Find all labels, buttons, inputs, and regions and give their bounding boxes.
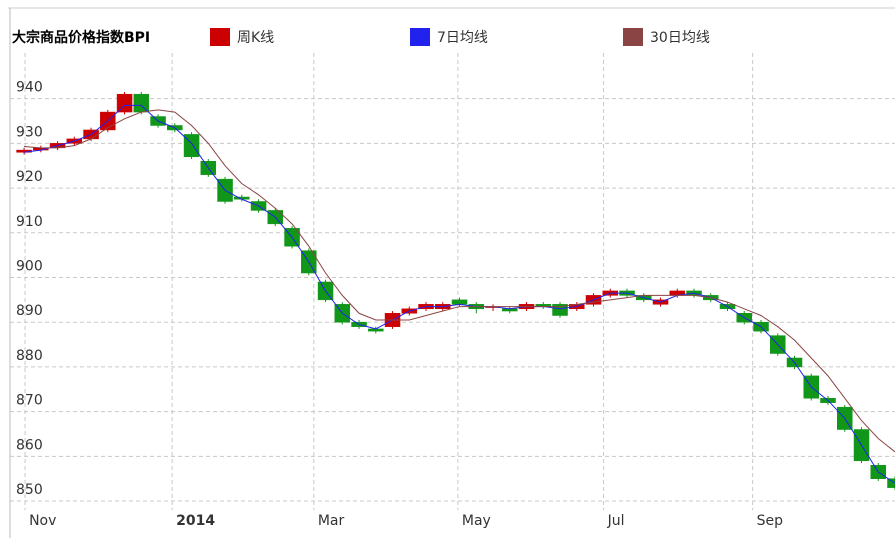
x-tick-label: Jul [607,513,625,529]
x-tick-label: May [462,513,491,529]
legend-label: 30日均线 [650,30,710,46]
x-tick-label: Nov [29,513,56,529]
y-tick-label: 920 [16,169,43,185]
legend-swatch [410,28,430,46]
x-tick-label: Sep [757,513,784,529]
y-tick-label: 880 [16,348,43,364]
candle-body [116,93,133,113]
labels: 850 860 870 880 890 900 910 920 930 940 Nov 2014 Mar… [16,28,783,529]
y-tick-label: 940 [16,80,43,96]
candle-body [552,304,568,316]
grid [10,53,895,510]
candle-body [887,478,895,488]
y-tick-label: 850 [16,482,43,498]
legend-swatch [210,28,230,46]
candle-body [133,93,150,113]
y-tick-label: 900 [16,259,43,275]
candle-body [451,299,468,305]
ma-line [24,109,895,453]
x-tick-label: 2014 [176,513,215,529]
y-tick-label: 890 [16,303,43,319]
chart-title: 大宗商品价格指数BPI [12,29,150,46]
y-tick-label: 930 [16,124,43,140]
legend-swatch [623,28,643,46]
y-tick-label: 910 [16,214,43,230]
legend-label: 周K线 [237,30,274,46]
y-tick-label: 870 [16,393,43,409]
y-tick-label: 860 [16,437,43,453]
ma-line [24,104,895,484]
x-tick-label: Mar [318,513,345,529]
legend-label: 7日均线 [437,30,488,46]
plot-area [16,91,895,490]
